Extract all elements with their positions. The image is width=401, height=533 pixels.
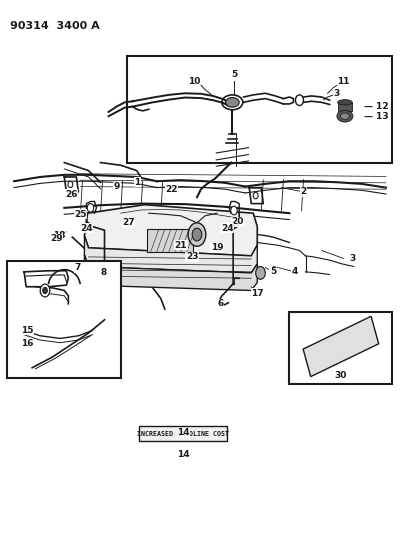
Circle shape xyxy=(188,223,205,246)
Text: 8: 8 xyxy=(100,269,107,277)
Ellipse shape xyxy=(337,100,351,105)
Text: 5: 5 xyxy=(231,70,237,79)
Circle shape xyxy=(192,228,201,241)
Text: 14: 14 xyxy=(176,450,189,458)
Text: 4: 4 xyxy=(291,268,298,276)
Text: 19: 19 xyxy=(210,244,223,252)
Bar xyxy=(289,312,391,384)
Text: 5: 5 xyxy=(269,268,275,276)
Text: 3: 3 xyxy=(349,254,355,263)
Text: 29: 29 xyxy=(50,235,63,243)
Text: — 13: — 13 xyxy=(363,112,387,120)
Text: 25: 25 xyxy=(74,210,87,219)
Bar xyxy=(126,56,391,163)
Text: 10: 10 xyxy=(187,77,199,86)
Text: 21: 21 xyxy=(174,241,187,249)
Bar xyxy=(146,229,192,252)
Polygon shape xyxy=(302,316,378,377)
Circle shape xyxy=(230,206,237,215)
Ellipse shape xyxy=(336,110,352,122)
Text: 1: 1 xyxy=(134,178,140,187)
Text: 30: 30 xyxy=(334,372,346,380)
Text: 24: 24 xyxy=(220,224,233,232)
Text: 2: 2 xyxy=(300,188,306,196)
Text: — 12: — 12 xyxy=(363,102,387,111)
Text: 23: 23 xyxy=(185,253,198,261)
Ellipse shape xyxy=(225,98,239,107)
Polygon shape xyxy=(84,236,257,273)
Polygon shape xyxy=(84,255,257,290)
Text: 16: 16 xyxy=(21,340,33,348)
Text: 7: 7 xyxy=(75,263,81,272)
Text: 17: 17 xyxy=(250,289,263,297)
Text: 24: 24 xyxy=(80,224,93,232)
Text: INCREASED GASOLINE COST: INCREASED GASOLINE COST xyxy=(137,431,228,437)
Text: 6: 6 xyxy=(217,300,223,308)
Bar xyxy=(337,102,351,111)
Text: 18: 18 xyxy=(53,231,66,240)
Text: 22: 22 xyxy=(164,185,177,193)
Bar xyxy=(138,426,227,441)
Text: 20: 20 xyxy=(231,217,243,226)
Bar xyxy=(7,261,120,378)
Circle shape xyxy=(255,266,265,279)
Circle shape xyxy=(40,284,50,297)
Text: 27: 27 xyxy=(122,219,135,227)
Text: 11: 11 xyxy=(336,77,349,86)
Text: 9: 9 xyxy=(113,182,120,191)
Ellipse shape xyxy=(340,113,348,119)
Polygon shape xyxy=(84,205,257,256)
Text: 3: 3 xyxy=(333,89,339,98)
Circle shape xyxy=(253,192,257,199)
Circle shape xyxy=(87,204,93,212)
Circle shape xyxy=(68,181,73,188)
Text: 90314  3400 A: 90314 3400 A xyxy=(10,21,99,31)
Circle shape xyxy=(43,287,47,294)
Text: 26: 26 xyxy=(65,190,77,198)
Text: 15: 15 xyxy=(21,326,33,335)
Text: 14: 14 xyxy=(176,429,189,437)
